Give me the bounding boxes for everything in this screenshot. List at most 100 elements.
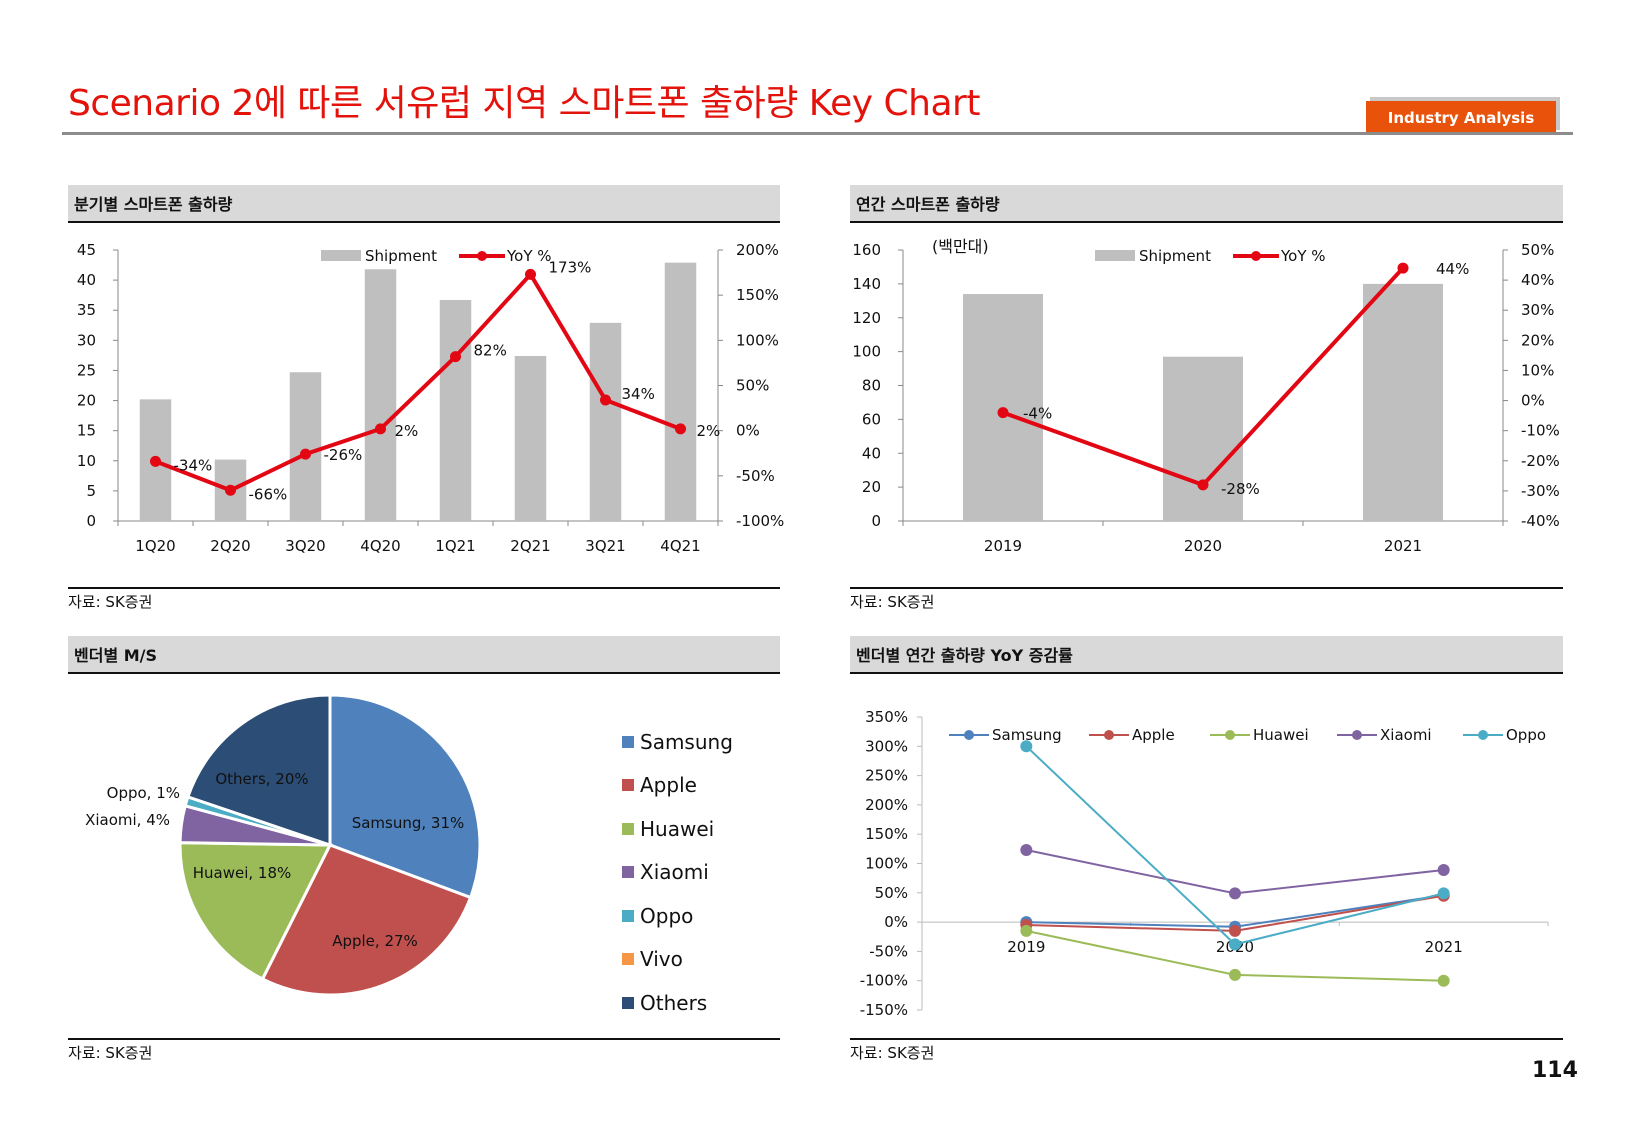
y-tick-label-right: 150% xyxy=(736,286,779,304)
x-tick-label: 2020 xyxy=(1184,537,1222,555)
legend-label: Samsung xyxy=(992,726,1062,744)
x-tick-label: 3Q20 xyxy=(285,537,325,555)
series-line-xiaomi xyxy=(1026,849,1444,895)
source-vendor-yoy: 자료: SK증권 xyxy=(850,1044,935,1062)
y-tick-label-left: 15 xyxy=(77,422,96,440)
y-tick-label-right: -40% xyxy=(1521,512,1560,530)
y-tick-label-right: 50% xyxy=(736,377,769,395)
y-tick-label-left: 5 xyxy=(86,482,96,500)
yoy-point xyxy=(600,394,611,406)
y-tick-label-left: 45 xyxy=(77,241,96,259)
legend-swatch-shipment xyxy=(321,250,361,261)
source-divider xyxy=(850,587,1563,589)
yoy-point xyxy=(997,407,1009,419)
bar xyxy=(289,372,322,521)
y-tick-label: 250% xyxy=(865,767,908,785)
y-tick-label: -150% xyxy=(860,1001,908,1019)
panel-header-annual: 연간 스마트폰 출하량 xyxy=(850,185,1563,223)
pie-label-apple: Apple, 27% xyxy=(332,932,418,950)
series-point-oppo xyxy=(1229,938,1241,951)
series-point-xiaomi xyxy=(1020,844,1033,857)
legend-item: Samsung xyxy=(622,720,733,764)
legend-marker-yoy xyxy=(477,251,487,261)
panel-header-vendor-yoy: 벤더별 연간 출하량 YoY 증감률 xyxy=(850,636,1563,674)
source-annual: 자료: SK증권 xyxy=(850,593,935,611)
legend-label: Xiaomi xyxy=(1380,726,1432,744)
legend-label: Apple xyxy=(640,773,697,798)
yoy-data-label: 2% xyxy=(697,422,721,440)
legend-label: Samsung xyxy=(640,729,733,754)
y-tick-label-left: 0 xyxy=(86,512,96,530)
yoy-point xyxy=(300,448,311,460)
legend-label: Oppo xyxy=(1506,726,1546,744)
y-tick-label-left: 120 xyxy=(852,309,881,327)
y-tick-label-right: 0% xyxy=(736,422,760,440)
pie-label-oppo: Oppo, 1% xyxy=(107,784,180,802)
legend-swatch-marker xyxy=(964,730,974,740)
y-tick-label-left: 20 xyxy=(77,392,96,410)
series-line-oppo xyxy=(1025,745,1444,946)
yoy-point xyxy=(150,455,161,467)
legend-swatch-marker xyxy=(1352,730,1362,740)
bar xyxy=(1363,283,1443,521)
y-tick-label-right: 20% xyxy=(1521,331,1554,349)
source-divider xyxy=(850,1038,1563,1040)
y-tick-label: -100% xyxy=(860,972,908,990)
source-vendor-share: 자료: SK증권 xyxy=(68,1044,153,1062)
legend-item: Huawei xyxy=(622,807,733,851)
y-tick-label-left: 20 xyxy=(862,478,881,496)
y-tick-label-left: 40 xyxy=(862,444,881,462)
legend-label: Oppo xyxy=(640,903,694,928)
y-tick-label-right: -20% xyxy=(1521,452,1560,470)
series-point-huawei xyxy=(1229,968,1241,981)
legend-swatch-marker xyxy=(1104,730,1114,740)
yoy-data-label: -28% xyxy=(1221,480,1260,498)
y-tick-label-left: 160 xyxy=(852,241,881,259)
pie-label-huawei: Huawei, 18% xyxy=(193,864,292,882)
y-tick-label-left: 35 xyxy=(77,301,96,319)
y-tick-label-left: 0 xyxy=(871,512,881,530)
y-tick-label-left: 25 xyxy=(77,361,96,379)
bar xyxy=(439,299,472,521)
pie-slice-others xyxy=(186,693,332,848)
series-point-huawei xyxy=(1437,974,1450,987)
legend-swatch xyxy=(622,779,634,792)
y-tick-label-left: 80 xyxy=(862,377,881,395)
legend-label: Apple xyxy=(1132,726,1175,744)
bar xyxy=(664,262,697,521)
y-tick-label-right: 40% xyxy=(1521,271,1554,289)
series-point-apple xyxy=(1229,924,1241,937)
panel-header-vendor-share: 벤더별 M/S xyxy=(68,636,780,674)
section-badge: Industry Analysis xyxy=(1366,101,1556,134)
legend-swatch-shipment xyxy=(1095,250,1135,261)
y-tick-label-right: -30% xyxy=(1521,482,1560,500)
y-tick-label-right: 10% xyxy=(1521,361,1554,379)
pie-slice-huawei xyxy=(178,841,333,981)
legend-swatch xyxy=(622,909,634,922)
legend-item: Oppo xyxy=(622,894,733,938)
yoy-point xyxy=(1197,479,1209,491)
y-tick-label: 50% xyxy=(875,884,908,902)
series-point-xiaomi xyxy=(1437,863,1450,876)
y-tick-label-right: 200% xyxy=(736,241,779,259)
bar xyxy=(589,322,622,521)
panel-header-quarterly: 분기별 스마트폰 출하량 xyxy=(68,185,780,223)
y-tick-label-left: 30 xyxy=(77,331,96,349)
y-tick-label-right: -100% xyxy=(736,512,784,530)
y-tick-label-right: -50% xyxy=(736,467,775,485)
series-point-xiaomi xyxy=(1229,887,1241,900)
legend-marker-yoy xyxy=(1251,251,1261,261)
pie-label-xiaomi: Xiaomi, 4% xyxy=(85,811,170,829)
yoy-point xyxy=(225,484,236,496)
legend-swatch xyxy=(622,822,634,835)
bar xyxy=(514,355,547,521)
y-tick-label-left: 10 xyxy=(77,452,96,470)
legend-label: Huawei xyxy=(1253,726,1309,744)
x-tick-label: 2019 xyxy=(984,537,1022,555)
x-tick-label: 3Q21 xyxy=(585,537,625,555)
page-title: Scenario 2에 따른 서유럽 지역 스마트폰 출하량 Key Chart xyxy=(68,83,980,124)
yoy-data-label: 82% xyxy=(474,342,507,360)
y-tick-label-right: 30% xyxy=(1521,301,1554,319)
legend-label-yoy: YoY % xyxy=(1280,247,1326,265)
yoy-data-label: 173% xyxy=(549,258,592,276)
